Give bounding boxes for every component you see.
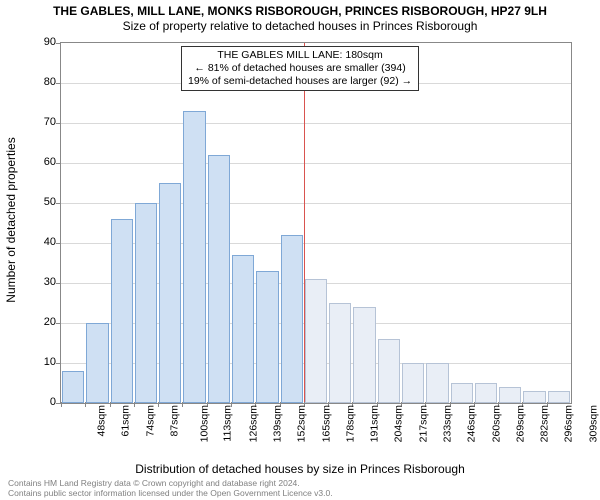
x-tick-label: 61sqm (120, 405, 132, 437)
y-tick-mark (56, 283, 61, 284)
grid-line (61, 123, 571, 124)
y-tick-label: 40 (26, 236, 56, 248)
chart-plot-area: THE GABLES MILL LANE: 180sqm← 81% of det… (60, 42, 572, 404)
histogram-bar (208, 155, 230, 403)
x-tick-label: 87sqm (168, 405, 180, 437)
reference-line (304, 43, 305, 403)
x-tick-label: 309sqm (587, 405, 599, 442)
info-box-line: THE GABLES MILL LANE: 180sqm (188, 49, 412, 62)
histogram-bar (402, 363, 424, 403)
y-tick-mark (56, 123, 61, 124)
info-box: THE GABLES MILL LANE: 180sqm← 81% of det… (181, 46, 419, 91)
y-tick-mark (56, 83, 61, 84)
grid-line (61, 163, 571, 164)
histogram-bar (329, 303, 351, 403)
y-tick-mark (56, 363, 61, 364)
chart-title-sub: Size of property relative to detached ho… (0, 18, 600, 33)
x-tick-label: 48sqm (95, 405, 107, 437)
x-tick-label: 233sqm (441, 405, 453, 442)
histogram-bar (159, 183, 181, 403)
x-tick-label: 100sqm (198, 405, 210, 442)
x-tick-label: 113sqm (222, 405, 234, 442)
x-tick-label: 178sqm (344, 405, 356, 442)
histogram-bar (475, 383, 497, 403)
chart-title-main: THE GABLES, MILL LANE, MONKS RISBOROUGH,… (0, 0, 600, 18)
x-tick-label: 139sqm (271, 405, 283, 442)
x-tick-label: 296sqm (563, 405, 575, 442)
histogram-bar (183, 111, 205, 403)
y-tick-label: 20 (26, 316, 56, 328)
y-tick-label: 50 (26, 196, 56, 208)
x-tick-label: 204sqm (393, 405, 405, 442)
x-axis-label: Distribution of detached houses by size … (0, 462, 600, 476)
x-tick-mark (110, 402, 111, 407)
histogram-bar (378, 339, 400, 403)
y-tick-mark (56, 323, 61, 324)
y-tick-mark (56, 163, 61, 164)
y-tick-label: 30 (26, 276, 56, 288)
y-tick-label: 80 (26, 76, 56, 88)
x-tick-mark (158, 402, 159, 407)
x-tick-label: 74sqm (144, 405, 156, 437)
x-tick-label: 152sqm (296, 405, 308, 442)
x-tick-label: 217sqm (417, 405, 429, 442)
y-tick-label: 10 (26, 356, 56, 368)
histogram-bar (451, 383, 473, 403)
x-tick-label: 269sqm (514, 405, 526, 442)
histogram-bar (232, 255, 254, 403)
y-tick-mark (56, 43, 61, 44)
histogram-bar (256, 271, 278, 403)
histogram-bar (62, 371, 84, 403)
y-tick-mark (56, 243, 61, 244)
histogram-bar (111, 219, 133, 403)
chart-container: THE GABLES, MILL LANE, MONKS RISBOROUGH,… (0, 0, 600, 500)
histogram-bar (499, 387, 521, 403)
x-tick-label: 282sqm (538, 405, 550, 442)
x-tick-label: 260sqm (490, 405, 502, 442)
histogram-bar (135, 203, 157, 403)
x-tick-mark (134, 402, 135, 407)
histogram-bar (86, 323, 108, 403)
x-tick-mark (182, 402, 183, 407)
histogram-bar (426, 363, 448, 403)
footer-attribution: Contains HM Land Registry data © Crown c… (8, 479, 592, 499)
x-tick-label: 126sqm (247, 405, 259, 442)
x-tick-label: 165sqm (320, 405, 332, 442)
x-tick-label: 191sqm (368, 405, 380, 442)
y-tick-label: 0 (26, 396, 56, 408)
y-tick-mark (56, 203, 61, 204)
histogram-bar (281, 235, 303, 403)
y-axis-label: Number of detached properties (4, 137, 18, 302)
y-tick-label: 60 (26, 156, 56, 168)
x-tick-mark (85, 402, 86, 407)
histogram-bar (353, 307, 375, 403)
y-tick-label: 90 (26, 36, 56, 48)
x-tick-mark (61, 402, 62, 407)
histogram-bar (305, 279, 327, 403)
y-tick-label: 70 (26, 116, 56, 128)
x-tick-label: 246sqm (466, 405, 478, 442)
info-box-line: 19% of semi-detached houses are larger (… (188, 75, 412, 88)
info-box-line: ← 81% of detached houses are smaller (39… (188, 62, 412, 75)
footer-line-2: Contains public sector information licen… (8, 489, 592, 499)
